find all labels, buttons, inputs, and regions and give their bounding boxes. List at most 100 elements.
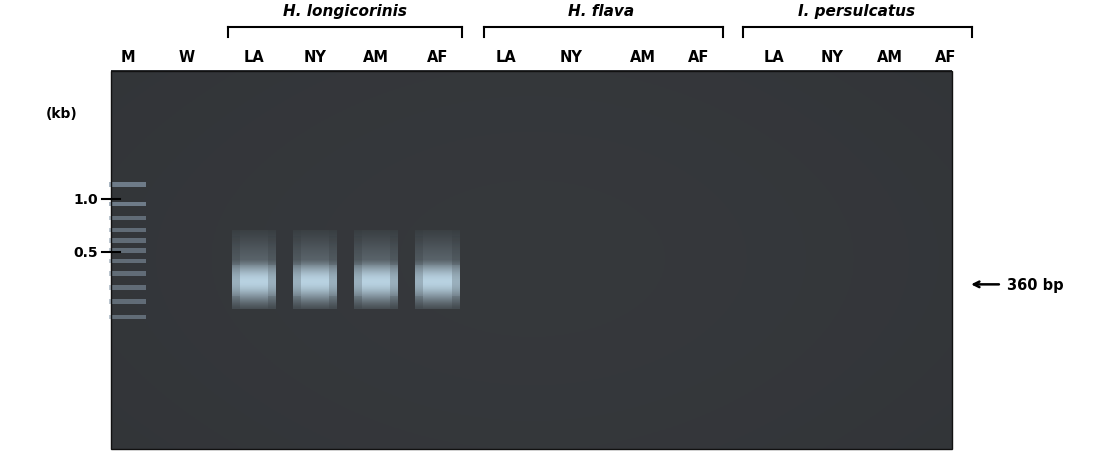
- Bar: [391, 247, 398, 248]
- Bar: [354, 243, 398, 244]
- Bar: [293, 250, 301, 251]
- Bar: [293, 265, 337, 267]
- Bar: [268, 289, 276, 290]
- Bar: [415, 303, 460, 304]
- Bar: [329, 247, 337, 248]
- Bar: [329, 295, 337, 296]
- Bar: [268, 269, 276, 271]
- Bar: [293, 282, 301, 283]
- Bar: [232, 306, 239, 307]
- Bar: [109, 228, 146, 233]
- Bar: [293, 273, 301, 275]
- Bar: [354, 252, 362, 253]
- Bar: [293, 236, 301, 238]
- Bar: [293, 284, 337, 286]
- Bar: [232, 238, 276, 239]
- Bar: [354, 281, 362, 282]
- Bar: [415, 287, 423, 288]
- Bar: [293, 304, 337, 305]
- Bar: [354, 256, 362, 257]
- Bar: [452, 269, 460, 271]
- Bar: [268, 257, 276, 258]
- Bar: [354, 247, 362, 248]
- Text: W: W: [179, 50, 195, 65]
- Bar: [268, 269, 276, 270]
- Bar: [268, 258, 276, 260]
- Bar: [329, 237, 337, 238]
- Bar: [329, 276, 337, 278]
- Bar: [329, 277, 337, 279]
- Bar: [232, 292, 276, 294]
- Bar: [452, 280, 460, 282]
- Bar: [354, 270, 362, 272]
- Bar: [415, 274, 460, 276]
- Bar: [354, 232, 398, 233]
- Bar: [354, 278, 398, 280]
- Bar: [232, 299, 276, 300]
- Bar: [232, 262, 239, 263]
- Bar: [391, 298, 398, 299]
- Bar: [109, 202, 146, 207]
- Bar: [354, 246, 362, 247]
- Bar: [293, 290, 301, 291]
- Bar: [415, 285, 423, 287]
- Bar: [232, 273, 239, 275]
- Bar: [293, 254, 301, 255]
- Bar: [232, 296, 276, 297]
- Bar: [391, 278, 398, 280]
- Bar: [415, 234, 423, 236]
- Bar: [354, 245, 398, 246]
- Bar: [415, 239, 460, 240]
- Bar: [354, 263, 398, 264]
- Bar: [452, 272, 460, 274]
- Bar: [293, 239, 337, 240]
- Bar: [329, 269, 337, 270]
- Bar: [232, 281, 276, 282]
- Bar: [232, 278, 276, 280]
- Bar: [232, 234, 239, 236]
- Bar: [354, 262, 362, 263]
- Bar: [329, 253, 337, 254]
- Bar: [452, 238, 460, 239]
- Bar: [415, 277, 423, 279]
- Bar: [293, 305, 301, 306]
- Bar: [268, 247, 276, 248]
- Bar: [415, 290, 460, 291]
- Bar: [354, 260, 362, 261]
- Text: LA: LA: [244, 50, 264, 65]
- Bar: [391, 251, 398, 252]
- Bar: [329, 254, 337, 255]
- Bar: [232, 302, 239, 303]
- Bar: [232, 284, 239, 286]
- Bar: [391, 301, 398, 302]
- Bar: [232, 258, 276, 260]
- Bar: [232, 244, 239, 245]
- Bar: [415, 240, 423, 241]
- Bar: [354, 257, 398, 258]
- Bar: [268, 288, 276, 289]
- Bar: [391, 270, 398, 272]
- Bar: [354, 237, 362, 238]
- Bar: [232, 287, 239, 288]
- Bar: [329, 303, 337, 304]
- Bar: [329, 288, 337, 289]
- Bar: [293, 265, 301, 267]
- Bar: [415, 284, 460, 286]
- Bar: [232, 261, 276, 262]
- Bar: [293, 246, 301, 247]
- Bar: [354, 251, 398, 252]
- Bar: [354, 287, 362, 288]
- Bar: [354, 286, 362, 288]
- Bar: [268, 249, 276, 250]
- Bar: [354, 275, 362, 277]
- Bar: [329, 280, 337, 282]
- Bar: [415, 262, 460, 263]
- Bar: [293, 256, 301, 257]
- Bar: [415, 232, 460, 233]
- Bar: [354, 307, 398, 308]
- Bar: [329, 250, 337, 251]
- Bar: [452, 306, 460, 307]
- Bar: [293, 233, 301, 234]
- Bar: [354, 269, 362, 271]
- Bar: [232, 230, 276, 232]
